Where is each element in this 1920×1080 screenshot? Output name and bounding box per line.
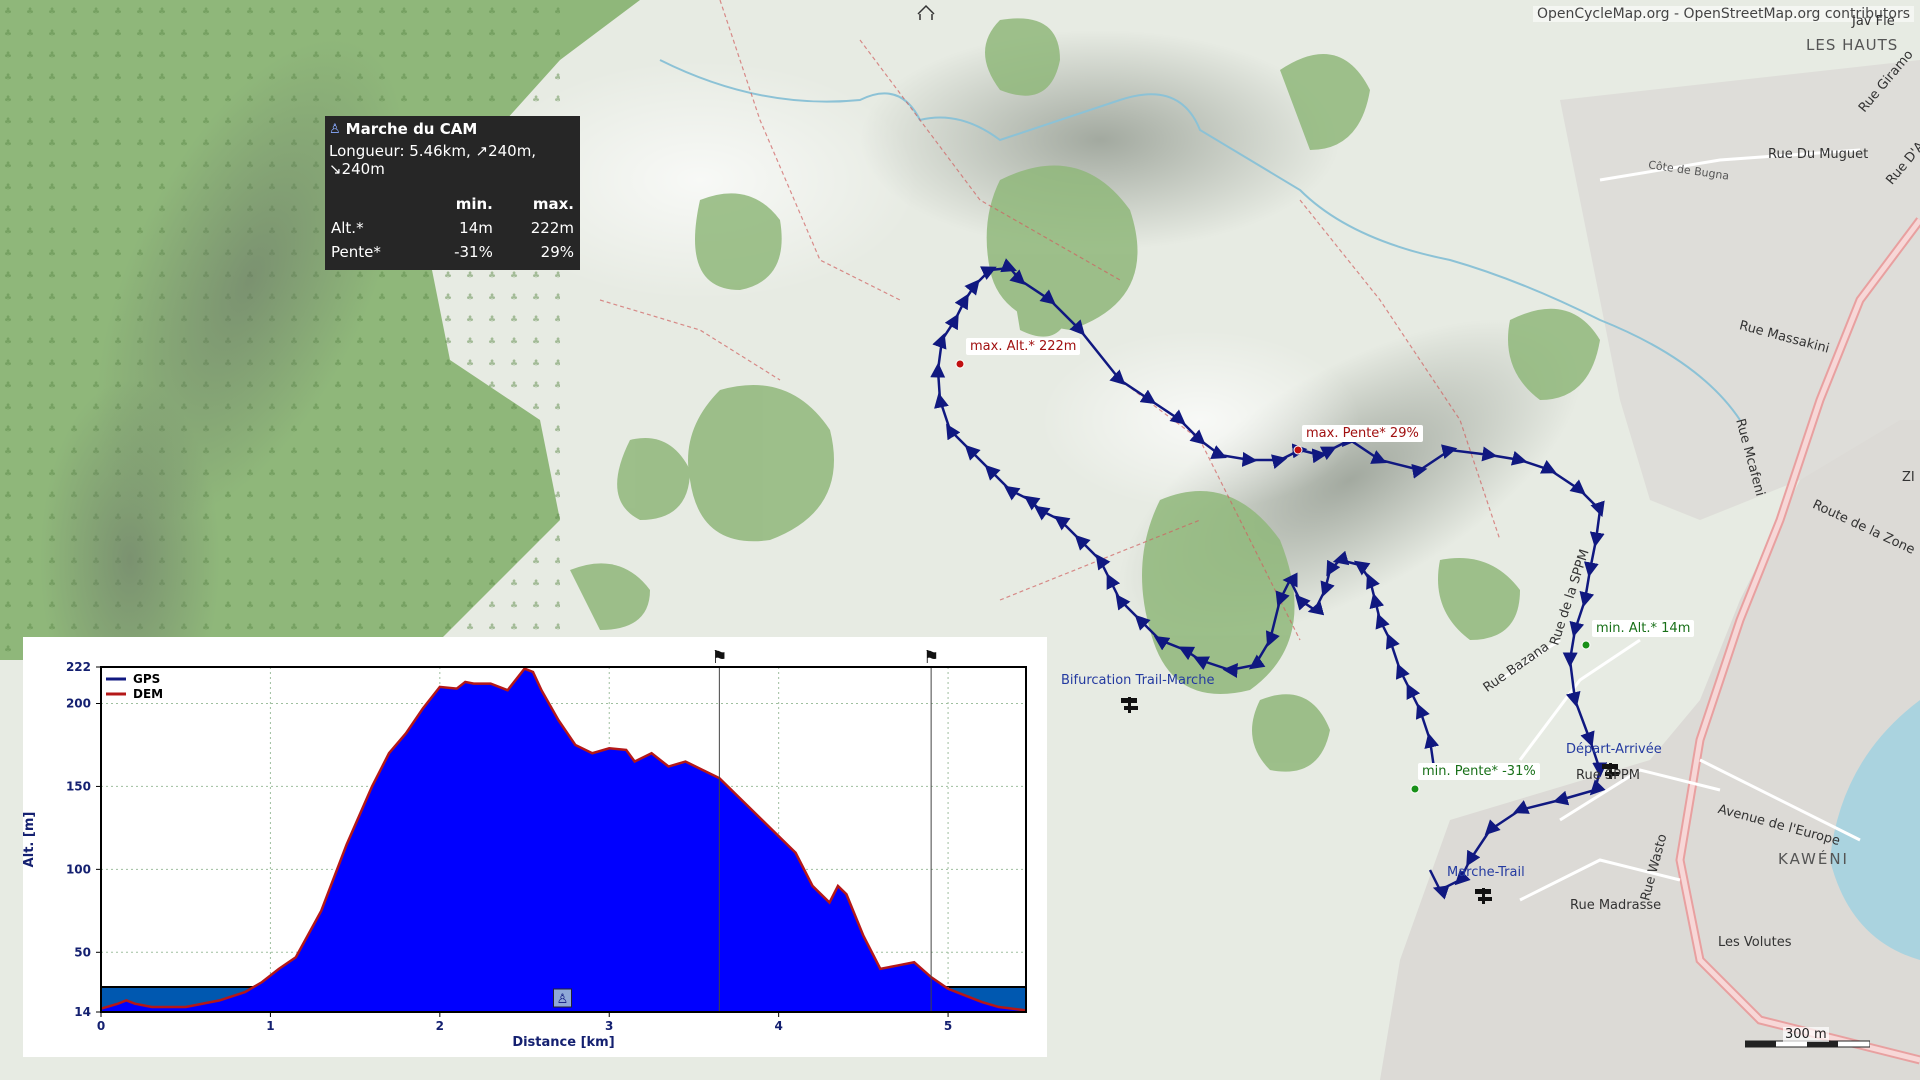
max-alt-dot xyxy=(955,359,965,369)
row-label: Alt.* xyxy=(331,219,364,237)
row-max: 29% xyxy=(540,243,574,261)
gps-track xyxy=(930,258,1608,900)
y-tick-label: 14 xyxy=(74,1005,91,1019)
x-tick-label: 5 xyxy=(944,1019,952,1033)
track-stats-table: min. max. Alt.* 14m 222m Pente* -31% 29% xyxy=(329,192,576,264)
place-label: KAWÉNI xyxy=(1778,850,1849,868)
signpost-icon: ⚑ xyxy=(923,647,939,668)
x-axis-label: Distance [km] xyxy=(512,1035,614,1050)
elevation-profile[interactable]: ⚑ ⚑ 0 1 2 3 4 5 14 50 100 150 200 222 Distance [km] Alt… xyxy=(23,637,1047,1057)
place-label: ZI xyxy=(1902,470,1915,485)
plot-frame xyxy=(100,666,1027,1013)
y-tick-label: 100 xyxy=(66,862,91,876)
min-slope-label[interactable]: min. Pente* -31% xyxy=(1418,763,1540,780)
max-slope-label[interactable]: max. Pente* 29% xyxy=(1302,425,1423,442)
hiker-icon: ♙ xyxy=(329,121,341,137)
track-summary: Longueur: 5.46km, ↗240m, ↘240m xyxy=(329,142,537,178)
street-label: Rue Du Muguet xyxy=(1768,147,1869,162)
x-tick-label: 1 xyxy=(266,1019,274,1033)
waypoint-label[interactable]: Départ-Arrivée xyxy=(1566,742,1662,757)
signpost-icon xyxy=(1602,763,1619,779)
row-max: 222m xyxy=(530,219,574,237)
signpost-icon xyxy=(1121,697,1138,713)
hiker-icon-box xyxy=(553,988,572,1008)
hiker-icon: ♙ xyxy=(557,992,569,1007)
min-alt-dot xyxy=(1581,640,1591,650)
signpost-icon xyxy=(1475,888,1492,904)
x-tick-label: 2 xyxy=(436,1019,444,1033)
stats-row: Pente* -31% 29% xyxy=(329,240,576,264)
x-tick-label: 3 xyxy=(605,1019,613,1033)
shelter-icon xyxy=(917,4,935,20)
waypoint-label[interactable]: Bifurcation Trail-Marche xyxy=(1061,673,1215,688)
x-tick-label: 0 xyxy=(97,1019,105,1033)
col-header-max: max. xyxy=(532,195,574,213)
legend-label: GPS xyxy=(133,672,160,686)
place-label: Les Volutes xyxy=(1718,935,1792,950)
place-label: LES HAUTS xyxy=(1806,36,1899,54)
y-tick-label: 222 xyxy=(66,660,91,674)
max-slope-dot xyxy=(1293,445,1303,455)
min-alt-label[interactable]: min. Alt.* 14m xyxy=(1592,620,1695,637)
x-tick-label: 4 xyxy=(774,1019,782,1033)
col-header-min: min. xyxy=(455,195,493,213)
max-alt-label[interactable]: max. Alt.* 222m xyxy=(966,338,1081,355)
street-label: Rue SPPM xyxy=(1576,768,1640,783)
scale-label: 300 m xyxy=(1783,1027,1829,1042)
track-info-box: ♙ Marche du CAM Longueur: 5.46km, ↗240m,… xyxy=(325,116,580,270)
street-label: Jav Fle xyxy=(1852,14,1895,29)
map-attribution[interactable]: OpenCycleMap.org - OpenStreetMap.org con… xyxy=(1532,6,1914,22)
y-axis-label: Alt. [m] xyxy=(23,812,37,868)
water-area xyxy=(1830,700,1920,960)
gps-area xyxy=(101,668,1026,1012)
waypoint-label[interactable]: Marche-Trail xyxy=(1447,865,1525,880)
signpost-icon: ⚑ xyxy=(711,647,727,668)
min-slope-dot xyxy=(1410,784,1420,794)
row-min: 14m xyxy=(459,219,493,237)
y-tick-label: 200 xyxy=(66,696,91,710)
y-tick-label: 150 xyxy=(66,779,91,793)
urban-area xyxy=(1380,420,1920,1080)
legend-label: DEM xyxy=(133,687,163,701)
street-label: Rue Madrasse xyxy=(1570,898,1662,913)
y-tick-label: 50 xyxy=(74,945,91,959)
track-name: Marche du CAM xyxy=(345,120,478,138)
dem-line xyxy=(100,667,1027,1012)
stats-row: Alt.* 14m 222m xyxy=(329,216,576,240)
row-label: Pente* xyxy=(331,243,381,261)
row-min: -31% xyxy=(454,243,493,261)
